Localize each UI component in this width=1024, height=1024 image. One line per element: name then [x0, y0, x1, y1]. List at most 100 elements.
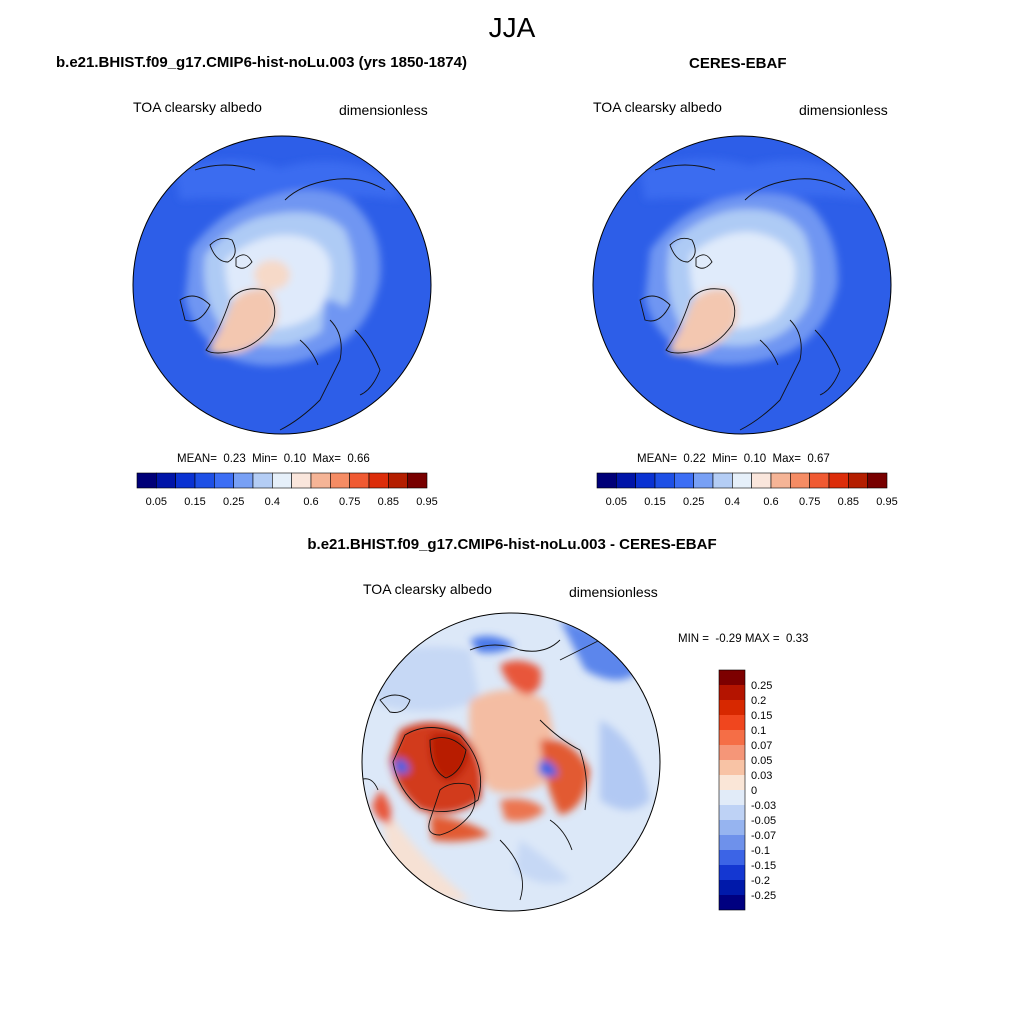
colorbar-swatch [233, 472, 254, 489]
colorbar-model: 0.05 0.15 0.25 0.4 0.6 0.75 0.85 0.95 [136, 472, 438, 508]
colorbar-swatch [693, 472, 714, 489]
colorbar-swatch [732, 472, 752, 489]
colorbar-tick-label: -0.05 [751, 815, 776, 827]
colorbar-swatch [828, 472, 849, 489]
colorbar-tick-label: 0.05 [751, 755, 772, 767]
colorbar-frame [718, 669, 746, 911]
colorbar-tick-label: 0.4 [725, 496, 740, 508]
colorbar-swatch [719, 685, 745, 700]
min-value: -0.29 [715, 633, 742, 645]
colorbar-swatch [719, 835, 745, 850]
colorbar-swatch [349, 472, 370, 489]
variable-label-model: TOA clearsky albedo [133, 99, 262, 115]
colorbar-swatch [719, 775, 745, 790]
colorbar-swatch [674, 472, 694, 489]
mean-value: 0.22 [683, 453, 706, 465]
mean-label: MEAN= [637, 453, 677, 465]
colorbar-swatch [368, 472, 389, 489]
stats-obs: MEAN= 0.22 Min= 0.10 Max= 0.67 [637, 453, 830, 465]
colorbar-swatch [719, 865, 745, 880]
colorbar-tick-label: 0.05 [606, 496, 627, 508]
colorbar-swatch [751, 472, 772, 489]
colorbar-swatch [770, 472, 791, 489]
units-label-diff: dimensionless [569, 584, 658, 600]
colorbar-tick-label: -0.03 [751, 800, 776, 812]
colorbar-swatch [214, 472, 234, 489]
colorbar-swatch [719, 880, 745, 895]
max-label: Max= [312, 453, 341, 465]
units-label-model: dimensionless [339, 102, 428, 118]
colorbar-swatch [712, 472, 733, 489]
stats-model: MEAN= 0.23 Min= 0.10 Max= 0.66 [177, 453, 370, 465]
polar-map-diff [361, 612, 661, 912]
variable-label-obs: TOA clearsky albedo [593, 99, 722, 115]
colorbar-tick-label: -0.15 [751, 860, 776, 872]
colorbar-obs: 0.05 0.15 0.25 0.4 0.6 0.75 0.85 0.95 [596, 472, 898, 508]
colorbar-swatch [719, 805, 745, 820]
colorbar-tick-label: -0.07 [751, 830, 776, 842]
colorbar-swatch [719, 730, 745, 745]
colorbar-tick-label: 0.25 [751, 680, 772, 692]
max-value: 0.66 [347, 453, 370, 465]
colorbar-swatch [252, 472, 273, 489]
max-value: 0.33 [786, 633, 809, 645]
colorbar-tick-label: 0.6 [303, 496, 318, 508]
stats-diff: MIN = -0.29 MAX = 0.33 [678, 633, 808, 645]
colorbar-swatch [136, 472, 157, 489]
colorbar-swatch [719, 790, 745, 805]
colorbar-tick-label: 0.07 [751, 740, 772, 752]
colorbar-swatch [719, 820, 745, 835]
min-label: Min= [252, 453, 278, 465]
colorbar-tick-label: 0.75 [339, 496, 360, 508]
colorbar-tick-label: 0 [751, 785, 757, 797]
colorbar-swatch [310, 472, 331, 489]
panel-title-model: b.e21.BHIST.f09_g17.CMIP6-hist-noLu.003 … [56, 54, 467, 71]
colorbar-swatch [407, 472, 428, 489]
colorbar-tick-label: 0.15 [751, 710, 772, 722]
colorbar-swatch [272, 472, 292, 489]
colorbar-swatch [635, 472, 656, 489]
colorbar-swatch [719, 715, 745, 730]
polar-map-model [132, 135, 432, 435]
colorbar-swatch [194, 472, 215, 489]
panel-title-obs: CERES-EBAF [689, 55, 787, 72]
max-label: MAX = [744, 633, 780, 645]
colorbar-swatch [719, 670, 745, 685]
colorbar-tick-label: 0.85 [838, 496, 859, 508]
colorbar-tick-label: 0.95 [416, 496, 437, 508]
polar-map-obs [592, 135, 892, 435]
colorbar-tick-label: 0.75 [799, 496, 820, 508]
colorbar-tick-label: 0.05 [146, 496, 167, 508]
colorbar-swatch [654, 472, 675, 489]
colorbar-diff: 0.25 0.2 0.15 0.1 0.07 0.05 0.03 0 -0.03 -0.05 -0.… [718, 669, 776, 911]
mean-value: 0.23 [223, 453, 246, 465]
figure-title: JJA [488, 12, 536, 43]
colorbar-swatch [616, 472, 636, 489]
max-label: Max= [772, 453, 801, 465]
variable-label-diff: TOA clearsky albedo [363, 581, 492, 597]
colorbar-swatch [596, 472, 617, 489]
colorbar-swatch [790, 472, 810, 489]
colorbar-swatch [388, 472, 408, 489]
colorbar-swatch [867, 472, 888, 489]
colorbar-swatch [175, 472, 196, 489]
colorbar-tick-label: 0.1 [751, 725, 766, 737]
colorbar-tick-label: 0.15 [184, 496, 205, 508]
min-label: Min= [712, 453, 738, 465]
colorbar-swatch [719, 745, 745, 760]
colorbar-tick-label: 0.4 [265, 496, 280, 508]
colorbar-swatch [719, 850, 745, 865]
min-label: MIN = [678, 633, 709, 645]
colorbar-swatch [719, 760, 745, 775]
colorbar-tick-label: -0.1 [751, 845, 770, 857]
colorbar-swatch [156, 472, 176, 489]
colorbar-swatch [719, 895, 745, 910]
units-label-obs: dimensionless [799, 102, 888, 118]
max-value: 0.67 [807, 453, 830, 465]
colorbar-swatch [719, 700, 745, 715]
colorbar-tick-label: 0.2 [751, 695, 766, 707]
colorbar-tick-label: 0.85 [378, 496, 399, 508]
colorbar-tick-label: 0.25 [683, 496, 704, 508]
colorbar-swatch [330, 472, 350, 489]
